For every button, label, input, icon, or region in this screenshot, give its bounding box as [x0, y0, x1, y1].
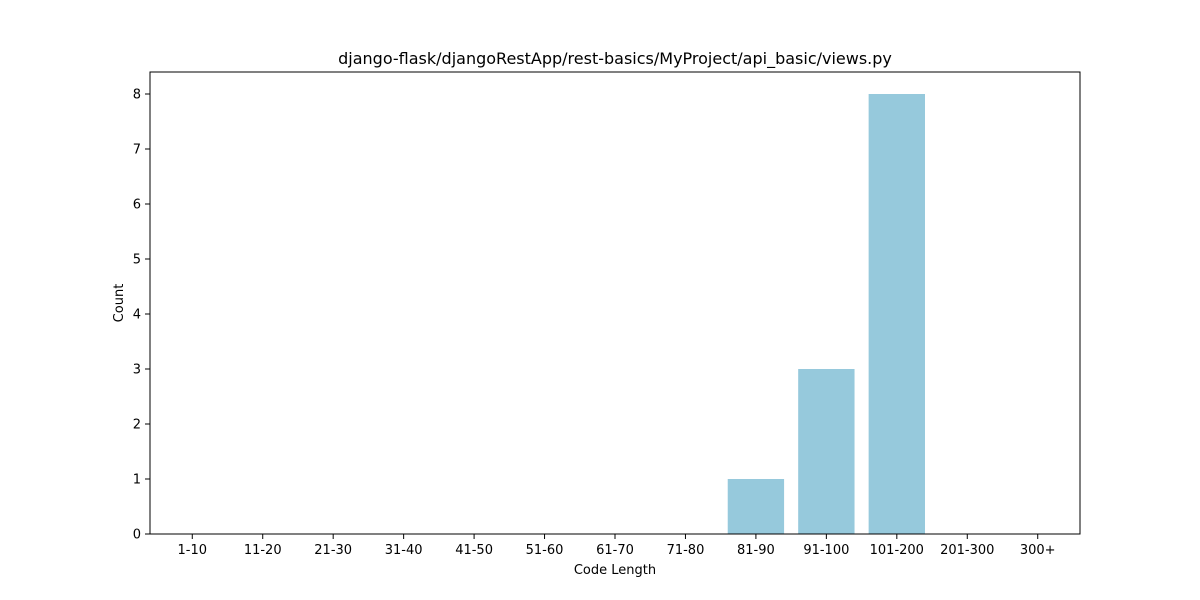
x-tick-label: 81-90	[737, 543, 775, 558]
bar-81-90	[727, 479, 785, 534]
x-tick-label: 41-50	[455, 543, 493, 558]
bars-group	[727, 94, 925, 534]
y-tick-label: 1	[133, 473, 141, 488]
x-tick-label: 101-200	[870, 543, 924, 558]
y-tick-label: 2	[133, 418, 141, 433]
y-tick-label: 3	[133, 363, 141, 378]
x-tick-label: 91-100	[803, 543, 849, 558]
y-axis-ticks: 0 1 2 3 4 5 6 7 8	[133, 88, 150, 543]
y-tick-label: 7	[133, 143, 141, 158]
x-tick-label: 1-10	[178, 543, 208, 558]
x-tick-label: 31-40	[385, 543, 423, 558]
x-axis-ticks: 1-10 11-20 21-30 31-40 41-50 51-60 61-70 71-80 8…	[178, 534, 1056, 558]
x-tick-label: 51-60	[526, 543, 564, 558]
bar-101-200	[868, 94, 925, 534]
x-tick-label: 61-70	[596, 543, 634, 558]
x-tick-label: 11-20	[244, 543, 282, 558]
y-tick-label: 8	[133, 88, 141, 103]
y-tick-label: 0	[133, 528, 141, 543]
y-tick-label: 4	[133, 308, 141, 323]
x-tick-label: 201-300	[940, 543, 994, 558]
x-tick-label: 21-30	[314, 543, 352, 558]
x-tick-label: 300+	[1020, 543, 1056, 558]
x-tick-label: 71-80	[667, 543, 705, 558]
y-axis-label: Count	[112, 284, 127, 323]
chart-title: django-flask/djangoRestApp/rest-basics/M…	[338, 49, 892, 69]
bar-91-100	[798, 369, 855, 534]
x-axis-label: Code Length	[574, 563, 656, 578]
y-tick-label: 5	[133, 253, 141, 268]
y-tick-label: 6	[133, 198, 141, 213]
plot-frame	[149, 71, 1081, 535]
